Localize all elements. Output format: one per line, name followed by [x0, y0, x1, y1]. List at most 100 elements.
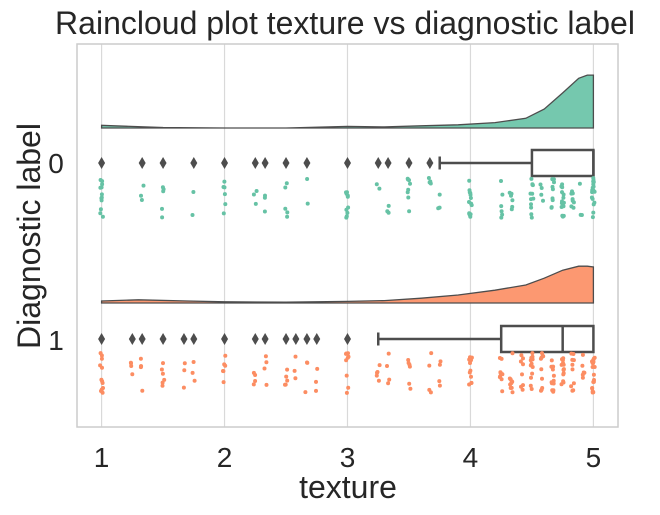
rain-point — [386, 203, 391, 208]
outlier-point — [159, 157, 167, 169]
rain-point — [551, 388, 556, 393]
rain-point — [561, 195, 566, 200]
rain-point — [385, 209, 390, 214]
rain-point — [253, 379, 258, 383]
rain-point — [344, 207, 349, 212]
rain-point — [283, 206, 288, 211]
rain-point — [499, 209, 504, 214]
y-tick-label-0: 0 — [48, 148, 64, 179]
rain-point — [181, 385, 186, 390]
outlier-point — [180, 333, 188, 345]
rain-point — [579, 213, 584, 217]
rain-point — [529, 212, 534, 217]
rain-point — [591, 372, 596, 377]
rain-point — [560, 190, 564, 195]
rain-point — [262, 366, 267, 371]
x-tick-label-5: 5 — [586, 442, 602, 473]
rain-point — [221, 211, 226, 216]
outlier-point — [282, 333, 290, 345]
outlier-point — [344, 333, 351, 345]
rain-point — [407, 364, 412, 369]
rain-point — [437, 205, 442, 210]
rain-point — [529, 215, 534, 220]
rain-point — [592, 355, 597, 360]
rain-point — [251, 382, 256, 387]
rain-point — [549, 381, 554, 386]
rain-point — [529, 176, 534, 181]
rain-point — [100, 214, 105, 219]
rain-point — [428, 390, 433, 395]
x-tick-label-3: 3 — [340, 442, 356, 473]
rain-point — [284, 374, 289, 379]
rain-point — [521, 362, 525, 367]
rain-point — [130, 372, 135, 377]
rain-point — [500, 389, 505, 394]
rain-point — [437, 192, 442, 197]
rain-point — [580, 352, 585, 357]
rain-point — [468, 196, 473, 200]
rain-point — [284, 181, 289, 186]
rain-point — [518, 359, 523, 364]
rain-point — [251, 192, 256, 197]
rain-point — [98, 178, 103, 182]
rain-point — [222, 179, 227, 184]
rain-point — [221, 185, 226, 189]
rain-point — [314, 379, 318, 384]
rain-point — [530, 183, 535, 188]
density-cloud-1 — [100, 265, 595, 304]
rain-point — [559, 382, 564, 387]
rain-point — [254, 189, 259, 193]
rain-point — [569, 384, 574, 389]
rain-point — [345, 194, 350, 199]
rain-point — [160, 371, 165, 376]
rain-point — [438, 359, 443, 364]
rain-point — [467, 370, 472, 375]
rain-point — [285, 378, 290, 383]
rain-point — [499, 204, 504, 209]
outlier-point — [251, 333, 259, 345]
grid-lines — [100, 44, 595, 427]
rain-point — [591, 202, 596, 207]
rain-point — [191, 360, 196, 364]
y-tick-labels: 01 — [48, 148, 64, 356]
rain-point — [571, 358, 576, 363]
rain-point — [283, 382, 287, 387]
rain-point — [429, 351, 434, 356]
rain-point — [190, 370, 195, 375]
rain-point — [591, 210, 596, 215]
x-tick-label-2: 2 — [217, 442, 233, 473]
rain-point — [293, 354, 298, 359]
rain-point — [160, 206, 164, 211]
axes-frame — [76, 43, 619, 428]
outlier-point — [344, 157, 351, 169]
rain-point — [519, 353, 524, 358]
rain-point — [530, 371, 535, 376]
y-tick-label-1: 1 — [48, 325, 64, 356]
rain-point — [539, 355, 544, 360]
outlier-point — [303, 333, 311, 345]
rain-point — [407, 178, 411, 183]
rain-point — [510, 351, 515, 356]
rain-point — [285, 210, 290, 215]
outlier-point — [190, 333, 198, 345]
rain-point — [437, 383, 442, 388]
rain-point — [570, 191, 575, 196]
rain-point — [285, 367, 290, 372]
rain-point — [264, 360, 269, 365]
rain-point — [385, 364, 389, 368]
rain-point — [499, 215, 504, 220]
rain-point — [159, 367, 164, 372]
plot-area — [98, 74, 597, 395]
rain-point — [550, 187, 555, 192]
rain-point — [293, 376, 298, 381]
outlier-point — [292, 333, 300, 345]
rain-point — [530, 365, 535, 369]
rain-point — [190, 213, 195, 217]
rain-point — [510, 390, 515, 395]
rain-point — [590, 365, 595, 369]
rain-point — [98, 211, 103, 216]
rain-point — [571, 352, 576, 356]
outlier-point — [159, 333, 167, 345]
rain-point — [222, 192, 227, 197]
